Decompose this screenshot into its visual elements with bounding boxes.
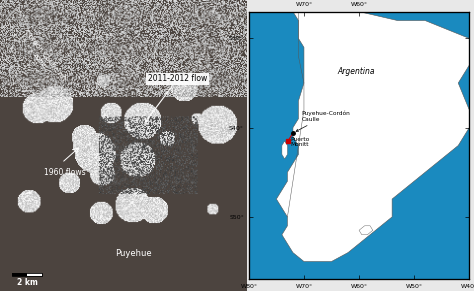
Polygon shape — [282, 141, 287, 159]
Bar — [27, 273, 42, 276]
Bar — [12, 273, 42, 276]
Text: Puyehue: Puyehue — [115, 249, 151, 258]
Text: Chile: Chile — [273, 71, 293, 77]
Text: Puyehue-Cordón
Caulle: Puyehue-Cordón Caulle — [296, 110, 350, 131]
Text: 2 km: 2 km — [17, 278, 37, 287]
Text: 1960 flows: 1960 flows — [45, 168, 86, 177]
Text: 2011-2012 flow: 2011-2012 flow — [146, 74, 207, 122]
Text: Puerto
Monitt: Puerto Monitt — [291, 136, 310, 148]
Text: Argentina: Argentina — [337, 67, 374, 76]
Bar — [12, 273, 27, 276]
Polygon shape — [276, 12, 469, 262]
Text: Cordon Caulle rift
zone: Cordon Caulle rift zone — [18, 29, 66, 87]
Polygon shape — [359, 226, 373, 235]
